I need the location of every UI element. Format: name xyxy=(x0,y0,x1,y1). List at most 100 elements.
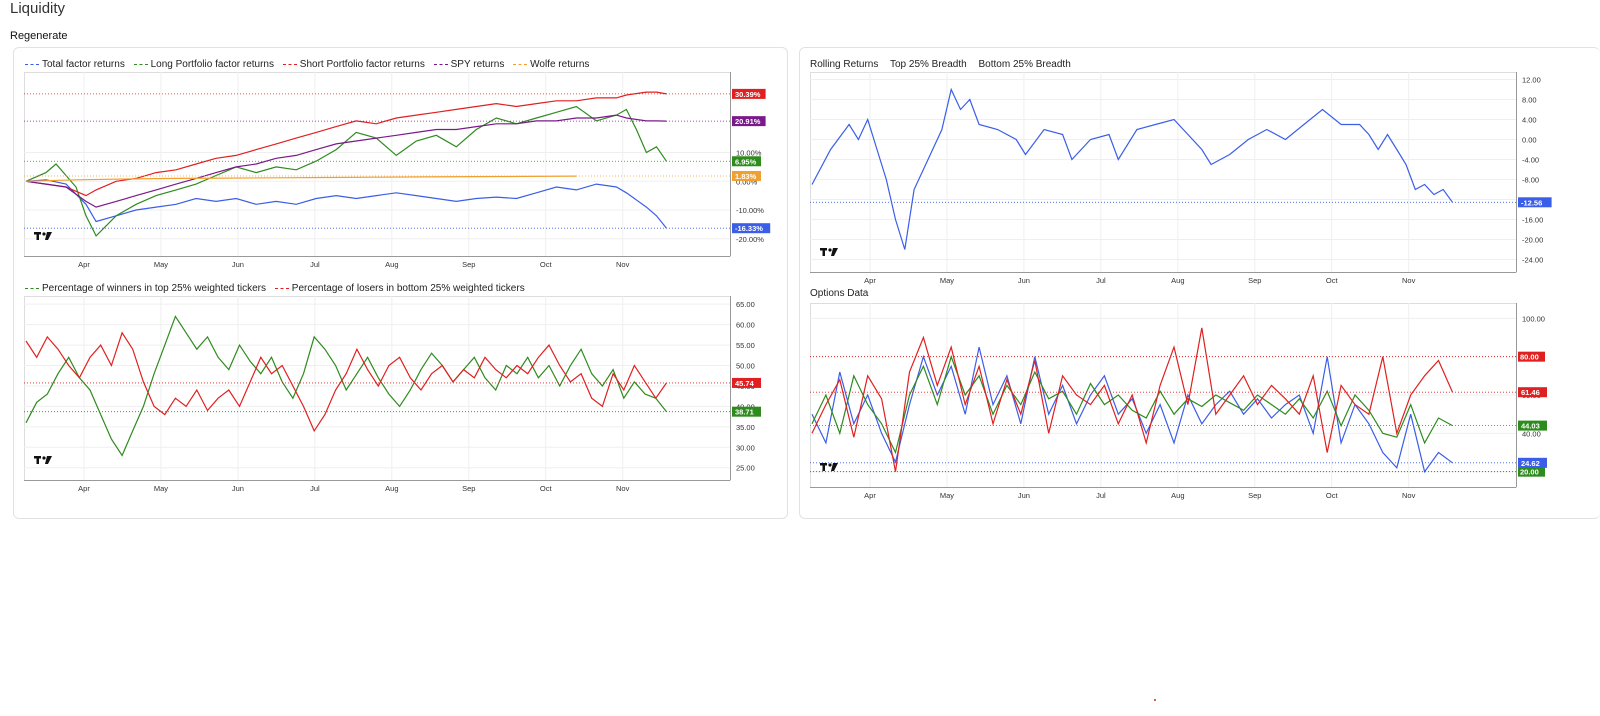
legend-item[interactable]: SPY returns xyxy=(433,59,505,70)
tradingview-logo-icon xyxy=(820,248,838,256)
stray-dot xyxy=(1154,699,1156,701)
legend-label: SPY returns xyxy=(450,59,505,70)
plot-area xyxy=(24,296,731,481)
x-tick-label: Sep xyxy=(462,484,475,493)
winners-chart[interactable]: Apr May Jun Jul Aug Sep Oct Nov 65.00 60.00 55.00 5… xyxy=(24,296,776,496)
last-value-label: -12.56 xyxy=(1521,198,1542,207)
value-badge xyxy=(1518,466,1545,477)
logo-part xyxy=(42,456,46,460)
logo-part xyxy=(36,456,39,464)
legend-item[interactable]: Total factor returns xyxy=(25,59,125,70)
legend-swatch-purple xyxy=(433,63,448,65)
last-value-badge xyxy=(732,88,766,99)
x-tick-label: Apr xyxy=(864,491,876,500)
legend-item[interactable]: Wolfe returns xyxy=(513,59,589,70)
series-line xyxy=(25,179,667,229)
x-tick-label: Jun xyxy=(232,484,244,493)
last-value-label: 1.83% xyxy=(735,172,757,181)
x-tick-label: Nov xyxy=(1402,276,1416,285)
x-tick-label: Nov xyxy=(616,484,630,493)
series-line xyxy=(25,114,667,208)
legend-item[interactable]: Percentage of losers in bottom 25% weigh… xyxy=(274,283,525,294)
series-line xyxy=(811,354,1453,455)
x-tick-label: Jun xyxy=(1018,276,1030,285)
value-badge-label: 80.00 xyxy=(1520,353,1539,362)
y-tick-label: 0.00 xyxy=(1522,136,1537,145)
y-tick-label: -10.00% xyxy=(736,206,764,215)
legend-swatch-blue xyxy=(25,63,39,65)
logo-part xyxy=(45,232,52,240)
winners-legend: Percentage of winners in top 25% weighte… xyxy=(25,283,531,294)
x-tick-label: Sep xyxy=(1248,276,1261,285)
x-tick-label: May xyxy=(154,484,168,493)
legend-item[interactable]: Percentage of winners in top 25% weighte… xyxy=(25,283,266,294)
x-tick-label: Apr xyxy=(864,276,876,285)
last-value-label: 45.74 xyxy=(735,379,755,388)
legend-item[interactable]: Short Portfolio factor returns xyxy=(282,59,425,70)
x-tick-label: Aug xyxy=(1171,491,1184,500)
x-tick-label: Aug xyxy=(385,260,398,269)
chart-svg: AprMayJunJulAugSepOctNov100.0060.0040.00… xyxy=(810,303,1547,500)
y-tick-label: 10.00% xyxy=(736,149,762,158)
x-tick-label: Jul xyxy=(310,260,320,269)
series-line xyxy=(25,315,667,457)
x-tick-label: Oct xyxy=(540,484,553,493)
x-tick-label: May xyxy=(940,276,954,285)
chart-svg: Apr May Jun Jul Aug Sep Oct Nov 10.00% 0.00% -10.0… xyxy=(24,72,771,269)
chart-svg: Apr May Jun Jul Aug Sep Oct Nov 12.00 8.00 4.00 0.0… xyxy=(810,72,1552,285)
legend-item[interactable]: Rolling Returns xyxy=(810,59,879,70)
x-tick-label: Aug xyxy=(385,484,398,493)
x-tick-label: May xyxy=(154,260,168,269)
value-badge xyxy=(1518,351,1545,362)
rolling-chart[interactable]: Apr May Jun Jul Aug Sep Oct Nov 12.00 8.00 4.00 0.0… xyxy=(810,72,1562,288)
y-tick-label: 0.00% xyxy=(736,177,758,186)
last-value-badge xyxy=(732,377,761,388)
last-value-label: 6.95% xyxy=(735,157,757,166)
logo-part xyxy=(822,248,825,256)
x-tick-label: Nov xyxy=(1402,491,1416,500)
legend-item[interactable]: Top 25% Breadth xyxy=(889,59,967,70)
series-line xyxy=(25,175,577,182)
y-tick-label: 65.00 xyxy=(736,300,755,309)
legend-item[interactable]: Long Portfolio factor returns xyxy=(133,59,274,70)
logo-part xyxy=(36,232,39,240)
x-tick-label: Apr xyxy=(78,260,90,269)
x-tick-label: Apr xyxy=(78,484,90,493)
logo-part xyxy=(828,248,832,252)
plot-area xyxy=(24,72,731,257)
x-tick-label: Jul xyxy=(310,484,320,493)
last-value-label: 24.62 xyxy=(1521,459,1540,468)
page-title: Liquidity xyxy=(10,0,66,17)
logo-part xyxy=(42,232,46,236)
x-tick-label: Jun xyxy=(1018,491,1030,500)
last-value-badge xyxy=(732,170,761,181)
logo-part xyxy=(831,248,838,256)
series-line xyxy=(811,346,1453,474)
last-value-label: -16.33% xyxy=(735,224,763,233)
legend-label: Short Portfolio factor returns xyxy=(299,59,425,70)
factor-legend: Total factor returns Long Portfolio fact… xyxy=(25,59,595,70)
y-tick-label: -4.00 xyxy=(1522,156,1539,165)
series-line xyxy=(25,331,667,433)
y-tick-label: 30.00 xyxy=(736,443,755,452)
last-value-badge xyxy=(732,223,771,234)
y-tick-label: 50.00 xyxy=(736,362,755,371)
x-tick-label: May xyxy=(940,491,954,500)
x-tick-label: Aug xyxy=(1171,276,1184,285)
legend-item[interactable]: Bottom 25% Breadth xyxy=(978,59,1071,70)
last-value-badge xyxy=(1518,457,1547,468)
logo-part xyxy=(828,463,832,467)
legend-swatch-green xyxy=(133,63,148,65)
factor-chart[interactable]: Apr May Jun Jul Aug Sep Oct Nov 10.00% 0.00% -10.0… xyxy=(24,72,776,272)
y-tick-label: 4.00 xyxy=(1522,116,1537,125)
last-value-badge xyxy=(1518,197,1552,208)
options-chart[interactable]: AprMayJunJulAugSepOctNov100.0060.0040.00… xyxy=(810,303,1562,503)
x-tick-label: Jun xyxy=(232,260,244,269)
last-value-label: 20.91% xyxy=(735,117,761,126)
x-tick-label: Sep xyxy=(1248,491,1261,500)
legend-label: Long Portfolio factor returns xyxy=(150,59,274,70)
x-tick-label: Oct xyxy=(1326,491,1339,500)
legend-swatch-red xyxy=(282,63,297,65)
last-value-label: 44.03 xyxy=(1521,422,1540,431)
regenerate-link[interactable]: Regenerate xyxy=(10,30,68,42)
